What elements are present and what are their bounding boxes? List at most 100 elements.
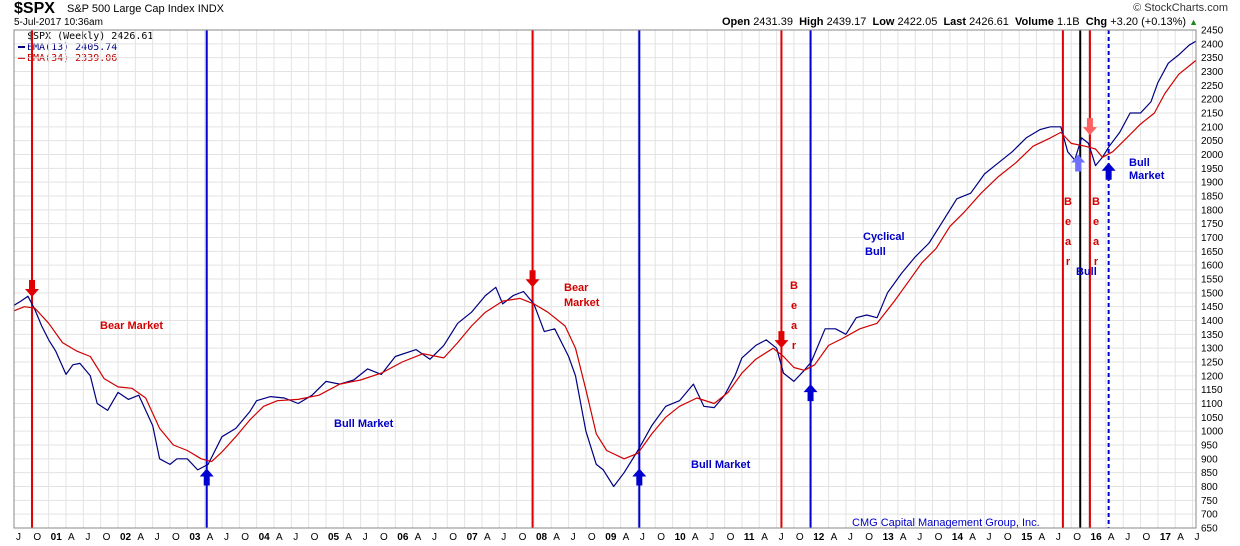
buy-arrow-icon xyxy=(1101,162,1116,180)
ema34-line xyxy=(13,59,1197,463)
x-tick-label: A xyxy=(900,532,907,543)
x-tick-label: J xyxy=(779,532,784,543)
grid xyxy=(13,29,1196,529)
vertical-label-text: B e a r xyxy=(1092,196,1100,268)
x-tick-label: O xyxy=(103,532,111,543)
annotation-bull-market-2016: Bull Market xyxy=(1129,157,1164,182)
x-tick-label: 03 xyxy=(189,532,201,543)
y-tick-label: 1000 xyxy=(1201,427,1224,438)
x-tick-label: O xyxy=(1143,532,1151,543)
vertical-label-text: B e a r xyxy=(790,280,798,352)
y-tick-label: 1300 xyxy=(1201,344,1224,355)
y-tick-label: 1550 xyxy=(1201,275,1224,286)
x-tick-label: 16 xyxy=(1091,532,1103,543)
x-tick-label: A xyxy=(415,532,422,543)
sell-arrow-icon xyxy=(25,279,40,297)
y-tick-label: 1750 xyxy=(1201,219,1224,230)
x-tick-label: 11 xyxy=(744,532,755,543)
x-tick-label: A xyxy=(1177,532,1184,543)
y-tick-label: 1600 xyxy=(1201,261,1224,272)
chart-date: 5-Jul-2017 10:36am xyxy=(14,17,103,28)
x-tick-label: A xyxy=(761,532,768,543)
annotation-bull-2016: Bull xyxy=(1076,266,1097,278)
x-tick-label: 12 xyxy=(813,532,825,543)
x-tick-label: A xyxy=(692,532,699,543)
plot-frame xyxy=(13,29,1197,529)
x-tick-label: 13 xyxy=(883,532,895,543)
annotation-bear-market-2008: Bear Market xyxy=(564,282,599,309)
quote-bar: Open 2431.39 High 2439.17 Low 2422.05 La… xyxy=(722,16,1198,28)
y-tick-label: 1400 xyxy=(1201,316,1224,327)
y-tick-label: 1700 xyxy=(1201,233,1224,244)
y-tick-label: 2100 xyxy=(1201,122,1224,133)
exchange-label: INDX xyxy=(197,3,224,15)
volume-label: Volume xyxy=(1015,16,1054,28)
y-tick-label: 1200 xyxy=(1201,371,1224,382)
y-tick-label: 2350 xyxy=(1201,53,1224,64)
y-tick-label: 1150 xyxy=(1201,385,1223,396)
x-tick-label: 10 xyxy=(675,532,687,543)
x-tick-label: J xyxy=(293,532,298,543)
ticker-symbol: $SPX xyxy=(14,0,55,17)
x-tick-label: 15 xyxy=(1021,532,1033,543)
signal-arrows xyxy=(25,118,1116,486)
sell-arrow-icon xyxy=(774,331,789,349)
low-value: 2422.05 xyxy=(897,16,938,28)
annotation-bear-2011: B e a r xyxy=(787,276,801,356)
y-tick-label: 850 xyxy=(1201,468,1218,479)
x-tick-label: A xyxy=(969,532,976,543)
x-tick-label: 02 xyxy=(120,532,132,543)
x-tick-label: J xyxy=(432,532,437,543)
x-tick-label: A xyxy=(484,532,491,543)
security-name: S&P 500 Large Cap Index xyxy=(67,3,195,15)
y-tick-label: 2300 xyxy=(1201,67,1224,78)
y-tick-label: 2250 xyxy=(1201,81,1224,92)
x-tick-label: A xyxy=(1108,532,1115,543)
x-tick-label: 04 xyxy=(259,532,271,543)
annotation-bull-line: Bull xyxy=(1129,157,1150,169)
ema13-line xyxy=(13,40,1197,488)
y-tick-label: 2200 xyxy=(1201,95,1224,106)
chg-value: +3.20 (+0.13%) xyxy=(1110,16,1187,28)
ema13-swatch-icon xyxy=(18,46,25,48)
annotation-bear-2015b: B e a r xyxy=(1089,192,1103,272)
annotation-market-line: Market xyxy=(564,297,600,309)
x-tick-label: J xyxy=(1195,532,1200,543)
sell-arrow-icon xyxy=(525,270,540,288)
x-tick-label: J xyxy=(571,532,576,543)
x-tick-label: O xyxy=(172,532,180,543)
stockcharts-brand[interactable]: © StockCharts.com xyxy=(1133,2,1228,14)
y-tick-label: 1350 xyxy=(1201,330,1224,341)
x-tick-label: A xyxy=(276,532,283,543)
y-tick-label: 2000 xyxy=(1201,150,1224,161)
open-label: Open xyxy=(722,16,751,28)
chg-label: Chg xyxy=(1085,16,1108,28)
y-tick-label: 2150 xyxy=(1201,109,1224,120)
y-tick-label: 1650 xyxy=(1201,247,1224,258)
x-tick-label: O xyxy=(727,532,735,543)
x-tick-label: A xyxy=(553,532,560,543)
x-tick-label: O xyxy=(380,532,388,543)
ema-lines xyxy=(13,40,1197,488)
volume-value: 1.1B xyxy=(1057,16,1080,28)
y-tick-label: 800 xyxy=(1201,482,1218,493)
x-tick-label: A xyxy=(623,532,630,543)
x-tick-label: 08 xyxy=(536,532,548,543)
y-tick-label: 1100 xyxy=(1201,399,1223,410)
credit-text: CMG Capital Management Group, Inc. xyxy=(852,517,1040,529)
high-value: 2439.17 xyxy=(826,16,867,28)
x-tick-label: 01 xyxy=(51,532,63,543)
sell-arrow-icon xyxy=(1082,118,1097,136)
x-tick-label: O xyxy=(935,532,943,543)
buy-arrow-icon xyxy=(803,384,818,402)
x-tick-label: O xyxy=(519,532,527,543)
x-tick-label: A xyxy=(345,532,352,543)
y-tick-label: 1850 xyxy=(1201,192,1224,203)
x-axis-labels: J O 01 A J O 02 A J O 03 A J O 04 A J O 05 A J O 06 A J O 07 A J O 08 A… xyxy=(16,532,1200,543)
y-tick-label: 2450 xyxy=(1201,26,1224,37)
y-tick-label: 1800 xyxy=(1201,205,1224,216)
cycle-lines xyxy=(31,30,1110,528)
x-tick-label: 05 xyxy=(328,532,340,543)
y-tick-label: 2400 xyxy=(1201,39,1224,50)
